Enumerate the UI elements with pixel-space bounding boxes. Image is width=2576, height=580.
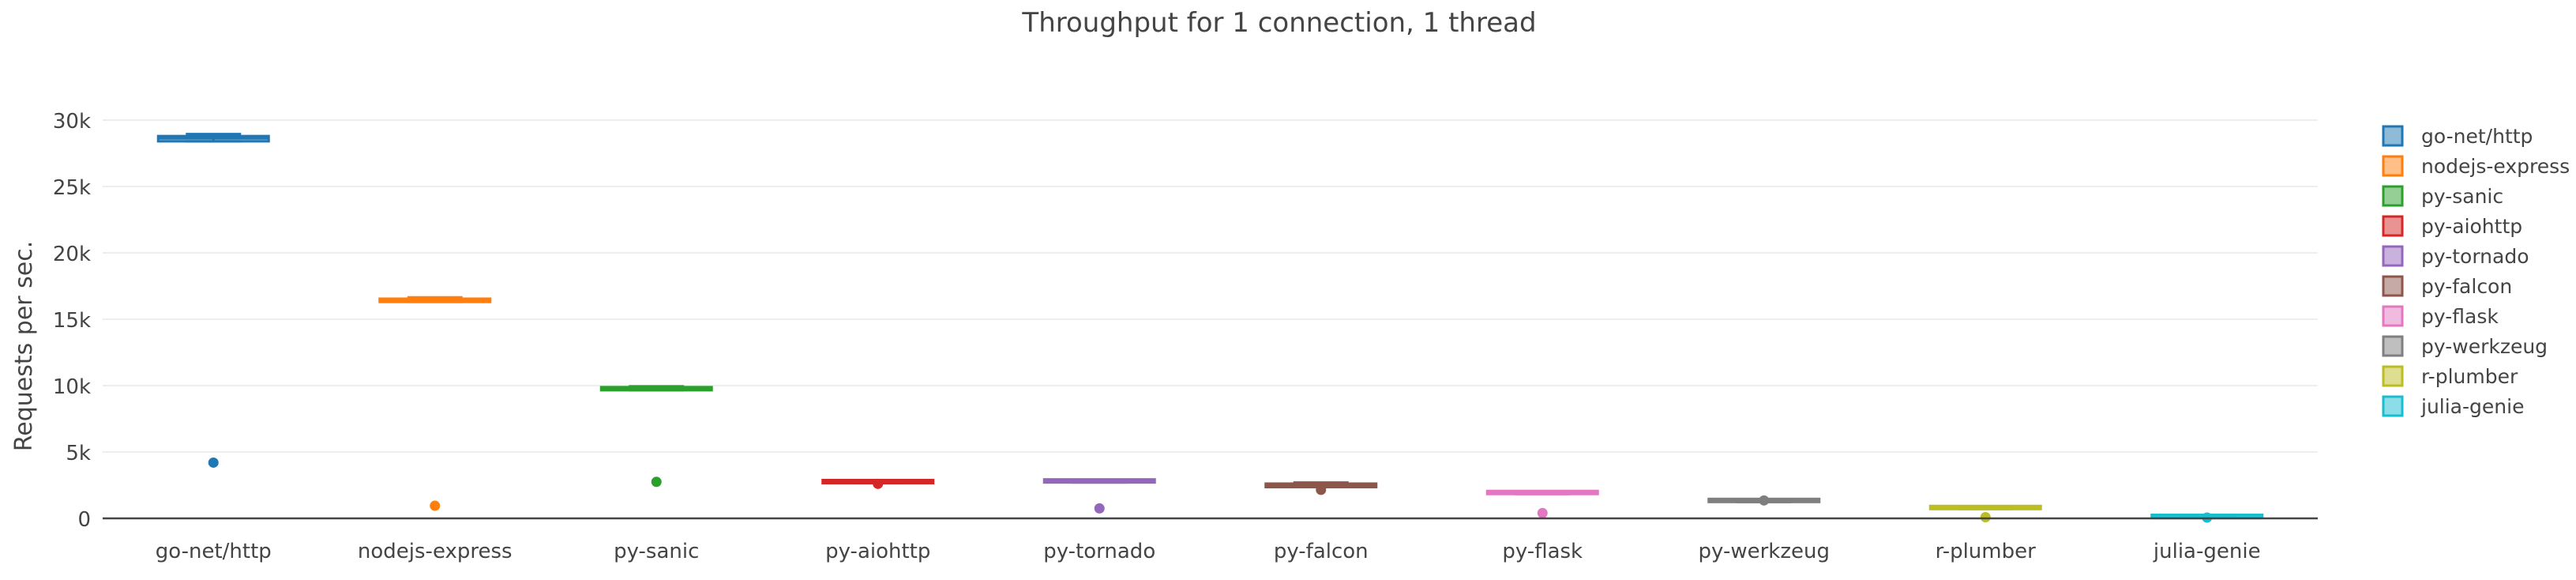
legend-swatch: [2382, 215, 2404, 237]
legend-item-nodejs-express[interactable]: nodejs-express: [2382, 155, 2570, 178]
legend-swatch: [2382, 335, 2404, 357]
legend[interactable]: go-net/http nodejs-express py-sanic py-aioh…: [2382, 125, 2570, 418]
outlier-point: [1094, 503, 1105, 514]
outlier-point: [430, 500, 441, 511]
legend-swatch: [2382, 155, 2404, 177]
x-tick-label: py-werkzeug: [1699, 540, 1830, 563]
x-tick-label: py-flask: [1502, 540, 1583, 563]
legend-swatch: [2382, 125, 2404, 147]
legend-item-py-aiohttp[interactable]: py-aiohttp: [2382, 215, 2522, 238]
legend-swatch: [2382, 245, 2404, 267]
box-py-sanic[interactable]: [599, 385, 713, 488]
y-tick-label: 30k: [53, 110, 91, 134]
legend-item-go-net-http[interactable]: go-net/http: [2382, 125, 2533, 148]
legend-swatch: [2382, 395, 2404, 417]
outlier-point: [873, 478, 884, 489]
box-py-flask[interactable]: [1485, 489, 1599, 518]
legend-swatch: [2382, 185, 2404, 207]
legend-swatch: [2382, 365, 2404, 387]
x-tick-label: py-aiohttp: [825, 540, 930, 563]
legend-label: py-aiohttp: [2421, 215, 2522, 238]
x-tick-label: py-tornado: [1043, 540, 1155, 563]
y-tick-label: 15k: [53, 309, 91, 333]
legend-label: py-werkzeug: [2421, 335, 2548, 358]
x-tick-label: py-sanic: [614, 540, 699, 563]
legend-item-py-tornado[interactable]: py-tornado: [2382, 245, 2529, 268]
outlier-point: [1537, 507, 1548, 518]
outlier-point: [1980, 511, 1991, 522]
legend-item-py-falcon[interactable]: py-falcon: [2382, 275, 2512, 298]
legend-label: py-tornado: [2421, 245, 2529, 268]
box-nodejs-express[interactable]: [378, 296, 492, 511]
grid-layer: [103, 119, 2318, 453]
x-tick-label: py-falcon: [1274, 540, 1369, 563]
legend-label: py-falcon: [2421, 275, 2512, 298]
legend-label: py-flask: [2421, 305, 2499, 328]
box-layer: [156, 133, 2264, 523]
outlier-point: [651, 476, 662, 488]
y-tick-label: 20k: [53, 243, 91, 266]
box-r-plumber[interactable]: [1928, 504, 2042, 522]
legend-item-py-flask[interactable]: py-flask: [2382, 305, 2499, 328]
legend-label: julia-genie: [2420, 395, 2524, 418]
x-tick-label: nodejs-express: [358, 540, 513, 563]
legend-label: nodejs-express: [2421, 155, 2570, 178]
legend-label: py-sanic: [2421, 185, 2503, 208]
x-tick-label: julia-genie: [2153, 540, 2261, 563]
legend-item-py-sanic[interactable]: py-sanic: [2382, 185, 2503, 208]
y-tick-label: 10k: [53, 375, 91, 399]
x-tick-label: go-net/http: [156, 540, 272, 563]
legend-label: r-plumber: [2421, 365, 2518, 388]
axis-layer: 0 5k 10k 15k 20k 25k 30k go-net/http nodejs-expr…: [53, 110, 2318, 563]
outlier-point: [208, 457, 219, 468]
legend-label: go-net/http: [2421, 125, 2533, 148]
box-py-werkzeug[interactable]: [1707, 495, 1821, 506]
legend-item-r-plumber[interactable]: r-plumber: [2382, 365, 2518, 388]
legend-swatch: [2382, 305, 2404, 327]
legend-swatch: [2382, 275, 2404, 297]
outlier-point: [1759, 495, 1770, 506]
y-tick-label: 0: [77, 508, 91, 532]
box-py-aiohttp[interactable]: [821, 478, 935, 489]
y-axis-title: Requests per sec.: [10, 241, 38, 452]
box-py-tornado[interactable]: [1042, 478, 1156, 514]
legend-item-julia-genie[interactable]: julia-genie: [2382, 395, 2524, 418]
legend-item-py-werkzeug[interactable]: py-werkzeug: [2382, 335, 2548, 358]
y-tick-label: 25k: [53, 176, 91, 200]
box-py-falcon[interactable]: [1264, 481, 1378, 495]
outlier-point: [1316, 484, 1327, 495]
x-tick-label: r-plumber: [1936, 540, 2036, 563]
chart-title: Throughput for 1 connection, 1 thread: [1021, 7, 1536, 39]
box-go-net-http[interactable]: [156, 133, 270, 468]
y-tick-label: 5k: [66, 442, 91, 465]
